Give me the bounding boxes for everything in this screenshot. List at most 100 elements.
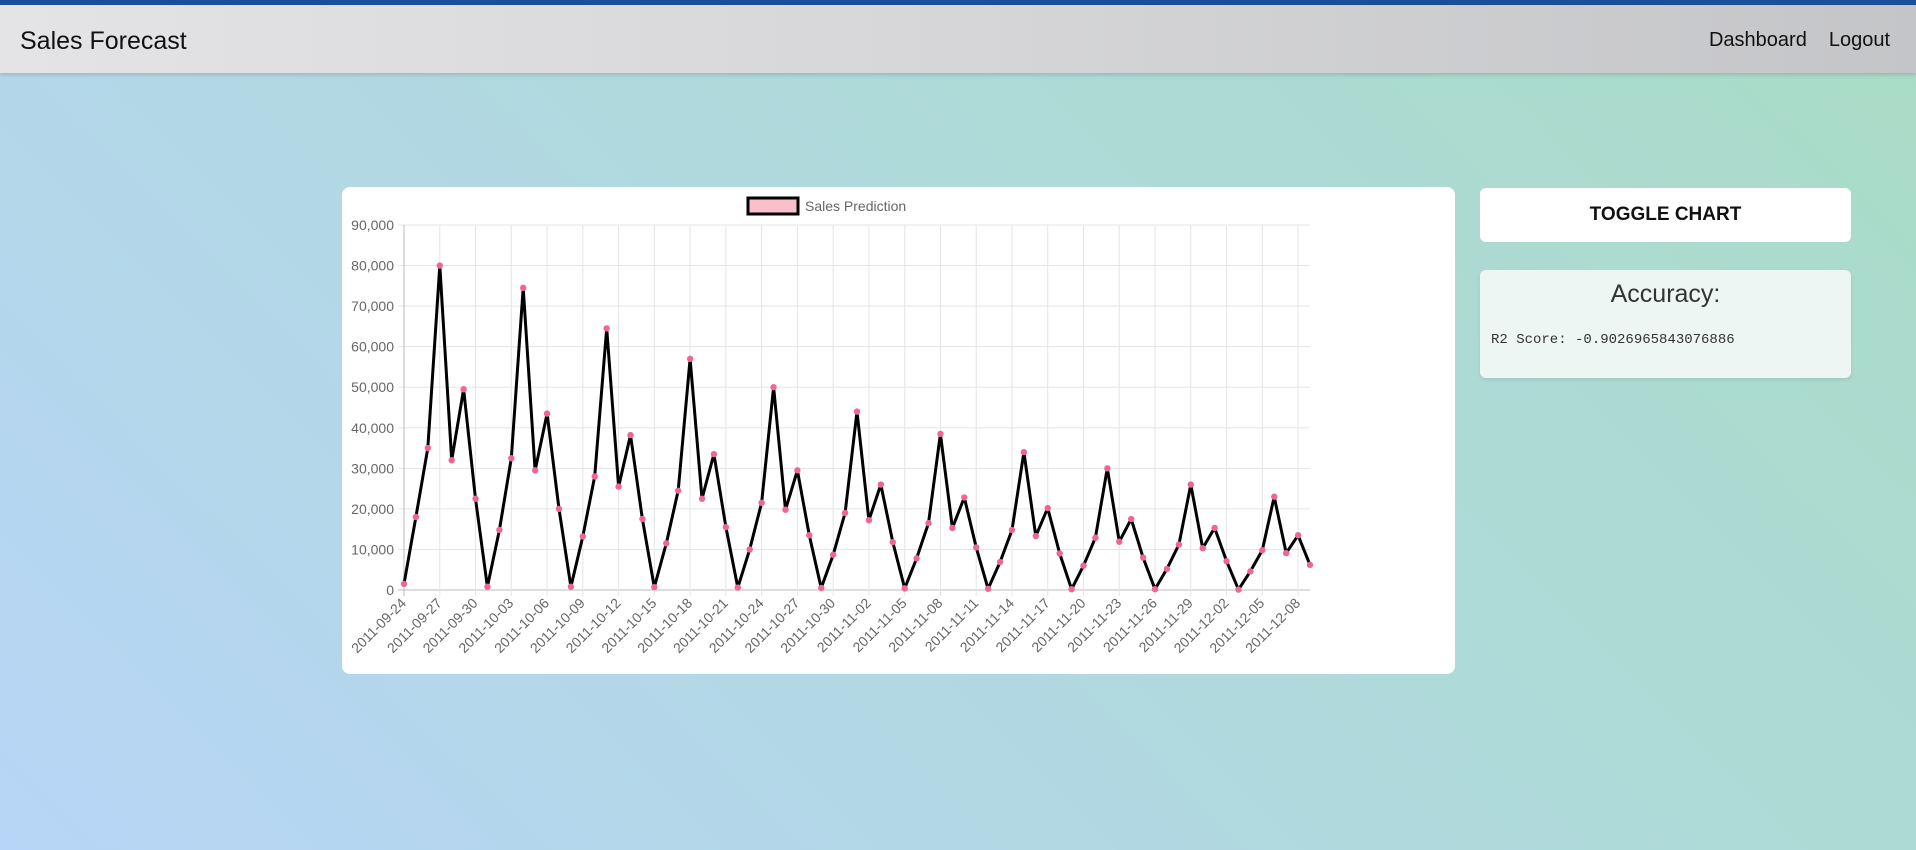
y-tick-label: 90,000 bbox=[351, 217, 394, 233]
data-point[interactable] bbox=[1151, 585, 1159, 593]
data-point[interactable] bbox=[508, 454, 515, 462]
data-point[interactable] bbox=[448, 457, 455, 464]
accuracy-card: Accuracy: R2 Score: -0.9026965843076886 bbox=[1480, 270, 1851, 378]
data-point[interactable] bbox=[1139, 554, 1147, 561]
series-points bbox=[400, 262, 1314, 593]
data-point[interactable] bbox=[782, 506, 789, 513]
data-point[interactable] bbox=[1044, 504, 1051, 512]
r2-score-text: R2 Score: -0.9026965843076886 bbox=[1491, 332, 1735, 348]
sales-chart: 90,000 80,000 70,000 60,000 50,000 40,000 30,0… bbox=[348, 196, 1314, 656]
chart-legend[interactable]: Sales Prediction bbox=[746, 196, 906, 216]
data-point[interactable] bbox=[984, 585, 992, 592]
data-point[interactable] bbox=[1271, 493, 1278, 500]
data-point[interactable] bbox=[1223, 558, 1230, 565]
data-point[interactable] bbox=[770, 384, 777, 391]
data-point[interactable] bbox=[1092, 534, 1099, 541]
data-point[interactable] bbox=[472, 495, 479, 502]
data-point[interactable] bbox=[1306, 561, 1314, 569]
brand-title[interactable]: Sales Forecast bbox=[20, 27, 187, 55]
nav-link-dashboard[interactable]: Dashboard bbox=[1708, 29, 1807, 51]
data-point[interactable] bbox=[698, 495, 706, 502]
data-point[interactable] bbox=[412, 513, 420, 521]
y-tick-label: 80,000 bbox=[351, 258, 394, 274]
data-point[interactable] bbox=[603, 325, 610, 332]
data-point[interactable] bbox=[424, 444, 432, 452]
data-point[interactable] bbox=[531, 467, 539, 474]
x-axis-ticks: 2011-09-242011-09-272011-09-302011-10-03… bbox=[348, 595, 1303, 656]
data-point[interactable] bbox=[674, 487, 682, 494]
data-point[interactable] bbox=[1056, 550, 1063, 557]
data-point[interactable] bbox=[841, 509, 849, 517]
y-tick-label: 40,000 bbox=[351, 420, 394, 436]
nav-link-logout[interactable]: Logout bbox=[1828, 29, 1890, 51]
data-point[interactable] bbox=[1080, 562, 1087, 569]
data-point[interactable] bbox=[889, 538, 896, 546]
legend-swatch[interactable] bbox=[746, 196, 800, 216]
data-point[interactable] bbox=[567, 583, 575, 590]
data-point[interactable] bbox=[996, 558, 1004, 566]
legend-label[interactable]: Sales Prediction bbox=[805, 198, 906, 214]
data-point[interactable] bbox=[973, 544, 980, 551]
data-point[interactable] bbox=[520, 284, 527, 292]
data-point[interactable] bbox=[1032, 532, 1040, 540]
data-point[interactable] bbox=[1235, 586, 1242, 593]
data-point[interactable] bbox=[639, 515, 646, 523]
data-point[interactable] bbox=[1211, 524, 1218, 532]
data-point[interactable] bbox=[937, 430, 944, 438]
data-point[interactable] bbox=[400, 580, 408, 588]
data-point[interactable] bbox=[913, 555, 920, 562]
data-point[interactable] bbox=[901, 585, 908, 592]
data-point[interactable] bbox=[686, 355, 694, 363]
y-axis-ticks: 90,000 80,000 70,000 60,000 50,000 40,000 30,0… bbox=[351, 217, 394, 598]
data-point[interactable] bbox=[615, 483, 622, 490]
data-point[interactable] bbox=[1116, 538, 1123, 545]
data-point[interactable] bbox=[1282, 549, 1290, 557]
data-point[interactable] bbox=[555, 505, 563, 513]
data-point[interactable] bbox=[1163, 565, 1171, 573]
data-point[interactable] bbox=[1259, 547, 1266, 554]
data-point[interactable] bbox=[794, 467, 801, 474]
data-point[interactable] bbox=[436, 262, 443, 269]
data-point[interactable] bbox=[961, 494, 968, 501]
data-point[interactable] bbox=[1187, 481, 1194, 488]
data-point[interactable] bbox=[543, 410, 551, 417]
nav-links: Dashboard Logout bbox=[1709, 29, 1890, 52]
data-point[interactable] bbox=[663, 540, 670, 547]
data-point[interactable] bbox=[734, 584, 741, 591]
toggle-chart-button[interactable]: TOGGLE CHART bbox=[1480, 188, 1851, 242]
y-tick-label: 50,000 bbox=[351, 379, 394, 395]
y-tick-label: 70,000 bbox=[351, 298, 394, 314]
data-point[interactable] bbox=[496, 526, 503, 534]
data-point[interactable] bbox=[1127, 515, 1135, 523]
data-point[interactable] bbox=[579, 533, 587, 540]
data-point[interactable] bbox=[818, 584, 825, 592]
data-point[interactable] bbox=[651, 583, 658, 591]
data-point[interactable] bbox=[591, 473, 598, 480]
data-point[interactable] bbox=[1199, 545, 1206, 552]
data-point[interactable] bbox=[460, 386, 467, 393]
data-point[interactable] bbox=[1104, 465, 1111, 472]
data-point[interactable] bbox=[710, 450, 718, 458]
data-point[interactable] bbox=[1008, 526, 1016, 534]
data-point[interactable] bbox=[1294, 532, 1302, 539]
data-point[interactable] bbox=[746, 546, 753, 553]
data-point[interactable] bbox=[853, 408, 861, 415]
data-point[interactable] bbox=[1247, 568, 1254, 575]
data-point[interactable] bbox=[1068, 585, 1075, 593]
data-point[interactable] bbox=[949, 524, 956, 532]
data-point[interactable] bbox=[829, 551, 837, 558]
data-point[interactable] bbox=[758, 499, 765, 507]
data-point[interactable] bbox=[722, 523, 730, 531]
data-point[interactable] bbox=[877, 481, 885, 488]
data-point[interactable] bbox=[925, 519, 932, 527]
y-tick-label: 60,000 bbox=[351, 339, 394, 355]
data-point[interactable] bbox=[806, 532, 813, 539]
chart-card: 90,000 80,000 70,000 60,000 50,000 40,000 30,0… bbox=[342, 187, 1455, 674]
data-point[interactable] bbox=[1175, 541, 1183, 548]
data-point[interactable] bbox=[865, 517, 873, 524]
top-accent-bar bbox=[0, 0, 1916, 5]
data-point[interactable] bbox=[1020, 448, 1028, 456]
y-tick-label: 30,000 bbox=[351, 460, 394, 476]
data-point[interactable] bbox=[627, 431, 634, 439]
data-point[interactable] bbox=[484, 583, 491, 590]
